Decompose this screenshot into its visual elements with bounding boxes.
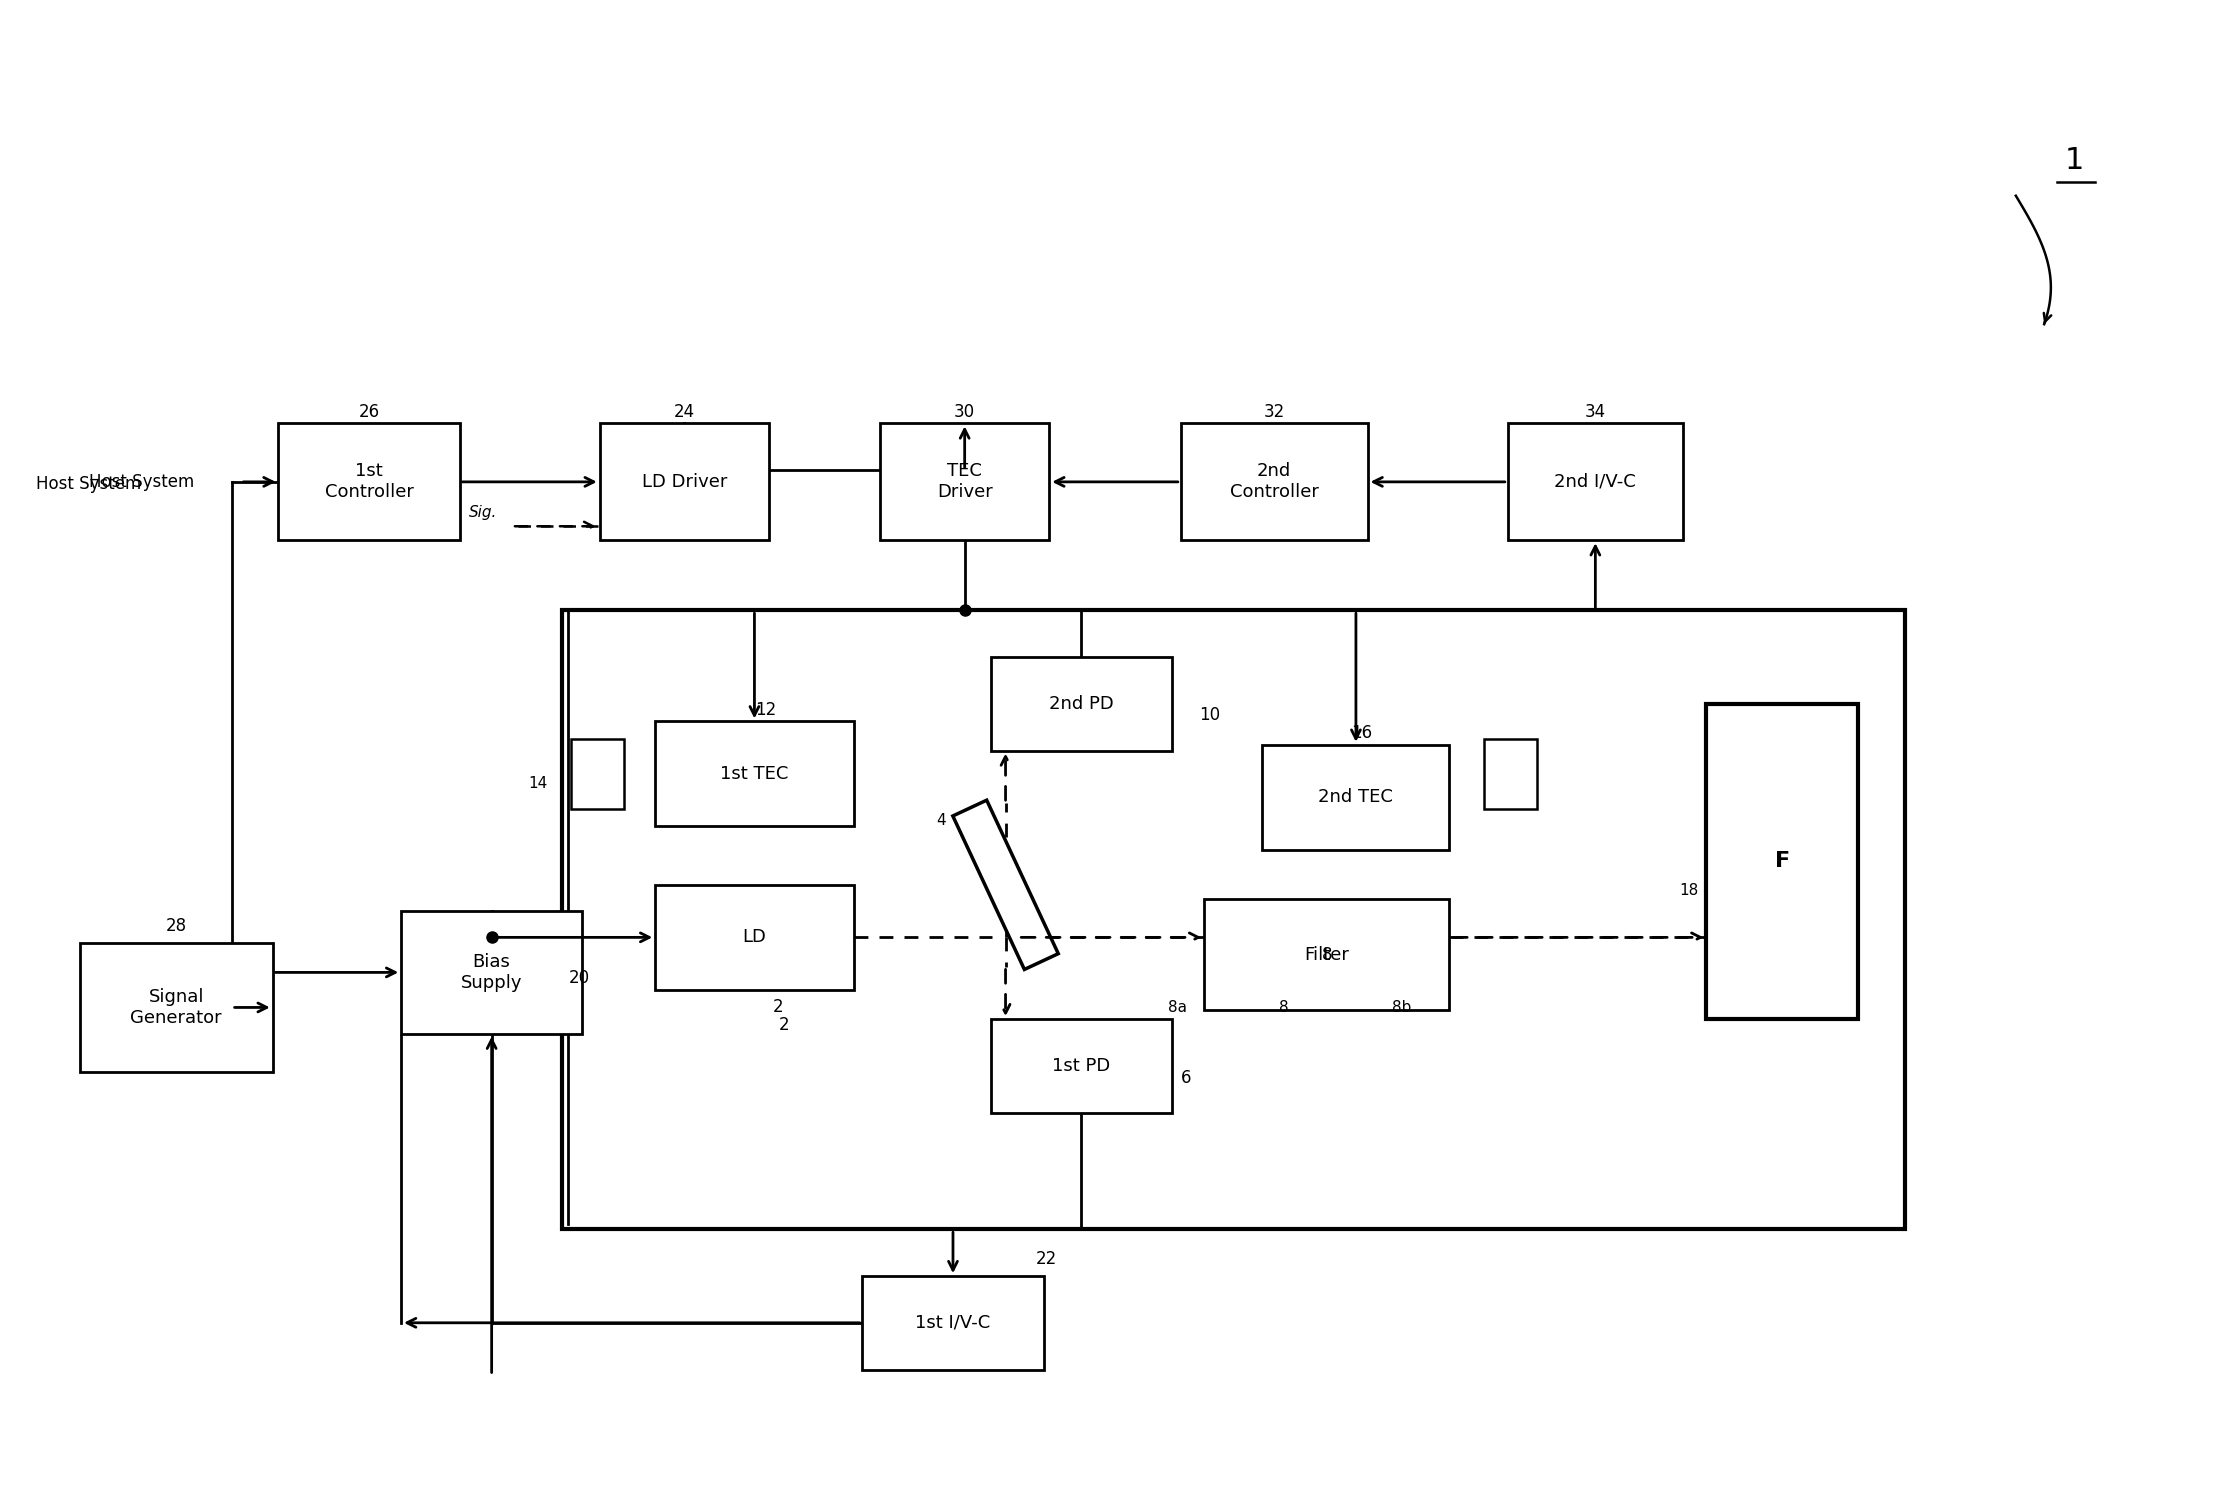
FancyBboxPatch shape [654, 722, 853, 827]
FancyBboxPatch shape [279, 423, 460, 540]
Text: 18: 18 [1679, 883, 1699, 898]
FancyBboxPatch shape [991, 657, 1172, 750]
FancyBboxPatch shape [1262, 744, 1449, 850]
Text: 32: 32 [1264, 402, 1284, 420]
FancyBboxPatch shape [1507, 423, 1684, 540]
Text: 8: 8 [1280, 1000, 1288, 1015]
Text: 24: 24 [674, 402, 694, 420]
Text: 16: 16 [1351, 723, 1373, 741]
Text: 1st PD: 1st PD [1052, 1057, 1110, 1075]
FancyBboxPatch shape [991, 1019, 1172, 1112]
Text: 14: 14 [529, 776, 547, 791]
FancyBboxPatch shape [572, 738, 623, 809]
Text: 12: 12 [755, 701, 777, 719]
Text: 20: 20 [569, 970, 590, 988]
Text: Bias
Supply: Bias Supply [460, 953, 523, 992]
Text: 1: 1 [2066, 146, 2083, 176]
Text: 8: 8 [1322, 946, 1331, 964]
FancyBboxPatch shape [80, 943, 272, 1072]
FancyBboxPatch shape [862, 1276, 1043, 1369]
FancyBboxPatch shape [1706, 704, 1858, 1019]
Text: Sig.: Sig. [469, 506, 498, 521]
Text: 2nd
Controller: 2nd Controller [1230, 462, 1320, 501]
Text: Signal
Generator: Signal Generator [130, 988, 221, 1027]
Text: Host System: Host System [36, 476, 141, 494]
Text: 30: 30 [953, 402, 976, 420]
FancyBboxPatch shape [563, 611, 1905, 1229]
FancyBboxPatch shape [1485, 738, 1536, 809]
FancyBboxPatch shape [402, 911, 583, 1034]
Text: 1st TEC: 1st TEC [721, 766, 788, 784]
Text: TEC
Driver: TEC Driver [938, 462, 991, 501]
Text: 2nd PD: 2nd PD [1050, 695, 1114, 713]
Text: 26: 26 [360, 402, 380, 420]
Text: Host System: Host System [89, 473, 194, 491]
FancyBboxPatch shape [880, 423, 1050, 540]
Text: F: F [1775, 851, 1791, 872]
Text: LD: LD [744, 929, 766, 946]
Text: 10: 10 [1199, 707, 1221, 725]
Text: LD Driver: LD Driver [641, 473, 728, 491]
Text: 8b: 8b [1391, 1000, 1411, 1015]
Text: 22: 22 [1036, 1249, 1056, 1267]
Text: 6: 6 [1181, 1069, 1192, 1087]
Text: 8a: 8a [1168, 1000, 1186, 1015]
Text: 28: 28 [165, 917, 188, 935]
Text: 2: 2 [779, 1016, 788, 1034]
FancyBboxPatch shape [1181, 423, 1367, 540]
Text: 2nd TEC: 2nd TEC [1317, 788, 1393, 806]
Text: 4: 4 [936, 814, 947, 829]
FancyBboxPatch shape [654, 884, 853, 991]
Text: 2: 2 [773, 998, 784, 1016]
Text: 1st
Controller: 1st Controller [324, 462, 413, 501]
FancyBboxPatch shape [601, 423, 768, 540]
FancyBboxPatch shape [1204, 899, 1449, 1010]
Text: 1st I/V-C: 1st I/V-C [916, 1313, 991, 1331]
Polygon shape [953, 800, 1058, 970]
Text: Filter: Filter [1304, 946, 1349, 964]
Text: 34: 34 [1585, 402, 1606, 420]
Text: 2nd I/V-C: 2nd I/V-C [1554, 473, 1637, 491]
